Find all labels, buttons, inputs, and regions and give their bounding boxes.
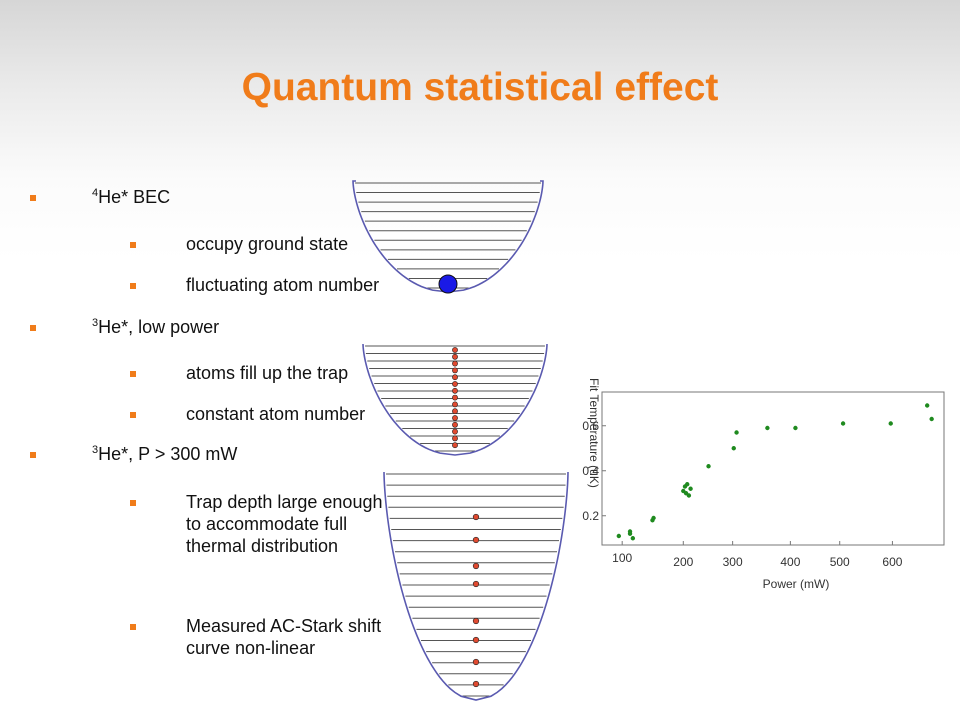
bullet-text: Trap depth large enough to accommodate f… <box>186 492 383 556</box>
bullet-square-icon <box>130 242 136 248</box>
x-tick-label: 500 <box>830 555 850 569</box>
bullet-text: He* BEC <box>98 187 171 207</box>
sub-bullet-fill-trap: atoms fill up the trap <box>130 362 349 384</box>
fermion-atom <box>452 353 458 360</box>
fermion-atom <box>472 580 480 588</box>
bullet-text: He*, low power <box>98 317 220 337</box>
data-point <box>688 486 693 491</box>
data-point <box>924 403 930 408</box>
bullet-text: He*, P > 300 mW <box>98 444 238 464</box>
fermion-atom <box>452 401 458 408</box>
y-tick-label: 0.6 <box>582 419 599 433</box>
data-point <box>929 416 934 422</box>
fermion-atom <box>472 680 480 688</box>
fermion-atom <box>452 374 458 381</box>
bullet-square-icon <box>130 283 136 289</box>
bullet-he4-bec: 4He* BEC <box>30 186 171 208</box>
bullet-square-icon <box>130 624 136 630</box>
bullet-he3-high-power: 3He*, P > 300 mW <box>30 443 238 465</box>
fermion-atom <box>472 617 480 625</box>
isotope-number: 4 <box>92 187 99 199</box>
fermion-atom <box>472 536 480 544</box>
x-tick-label: 200 <box>673 555 693 569</box>
bullet-square-icon <box>130 500 136 506</box>
data-point <box>734 430 739 435</box>
trap-outline <box>362 343 548 456</box>
y-tick-label: 0.2 <box>582 509 599 523</box>
data-point <box>706 464 711 469</box>
x-tick-label: 600 <box>882 555 902 569</box>
bullet-text: atoms fill up the trap <box>186 363 349 383</box>
data-point <box>793 425 798 431</box>
trap-outline <box>383 471 569 701</box>
sub-bullet-trap-depth: Trap depth large enough to accommodate f… <box>130 491 391 557</box>
plot-frame <box>601 391 945 546</box>
sub-bullet-fluctuating-number: fluctuating atom number <box>130 274 380 296</box>
bullet-square-icon <box>30 325 36 331</box>
data-point <box>651 515 656 521</box>
fermion-atom <box>452 394 458 401</box>
data-point <box>686 493 692 498</box>
sub-bullet-constant-number: constant atom number <box>130 403 366 425</box>
x-tick-label: 100 <box>612 551 632 565</box>
y-tick-label: 0.4 <box>582 464 599 478</box>
bullet-text: constant atom number <box>186 404 366 424</box>
isotope-number: 3 <box>92 317 99 329</box>
y-axis-label: Fit Temperature (uK) <box>587 378 601 488</box>
data-point <box>630 536 636 541</box>
fermion-atom <box>472 562 480 570</box>
deep-trap-diagram <box>383 471 569 701</box>
fermion-atom <box>452 435 458 442</box>
data-point <box>888 421 893 426</box>
x-axis-label: Power (mW) <box>763 577 830 591</box>
bullet-square-icon <box>130 371 136 377</box>
fermion-atom <box>472 636 480 644</box>
bec-atom <box>438 274 458 294</box>
data-point <box>765 425 770 431</box>
x-tick-label: 400 <box>780 555 800 569</box>
fermion-atom <box>452 421 458 428</box>
bullet-text: fluctuating atom number <box>186 275 380 295</box>
fermion-atom <box>452 381 458 387</box>
fermion-atom <box>452 408 458 415</box>
fermion-atom <box>452 428 458 435</box>
x-tick-label: 300 <box>723 555 743 569</box>
fermion-atom <box>472 513 480 521</box>
fermion-atom <box>452 387 458 394</box>
fermion-atom <box>452 367 458 374</box>
sub-bullet-ac-stark: Measured AC-Stark shift curve non-linear <box>130 615 406 659</box>
data-point <box>616 533 622 539</box>
data-point <box>731 446 736 451</box>
data-point <box>685 482 690 487</box>
slide-title: Quantum statistical effect <box>241 66 719 109</box>
fermion-atom <box>452 360 458 367</box>
bullet-square-icon <box>130 412 136 418</box>
bullet-text: Measured AC-Stark shift curve non-linear <box>186 616 382 658</box>
fermion-atom <box>472 658 480 666</box>
fermion-trap-diagram <box>362 343 548 456</box>
fermion-atom <box>452 347 458 353</box>
bullet-square-icon <box>30 452 36 458</box>
bec-trap-diagram <box>352 180 544 294</box>
fermion-atom <box>452 415 458 421</box>
bullet-he3-low-power: 3He*, low power <box>30 316 220 338</box>
bullet-square-icon <box>30 195 36 201</box>
bullet-text: occupy ground state <box>186 234 349 254</box>
fermion-atom <box>452 442 458 449</box>
data-point <box>840 421 846 426</box>
data-point <box>627 529 633 534</box>
isotope-number: 3 <box>92 444 99 456</box>
sub-bullet-ground-state: occupy ground state <box>130 233 349 255</box>
